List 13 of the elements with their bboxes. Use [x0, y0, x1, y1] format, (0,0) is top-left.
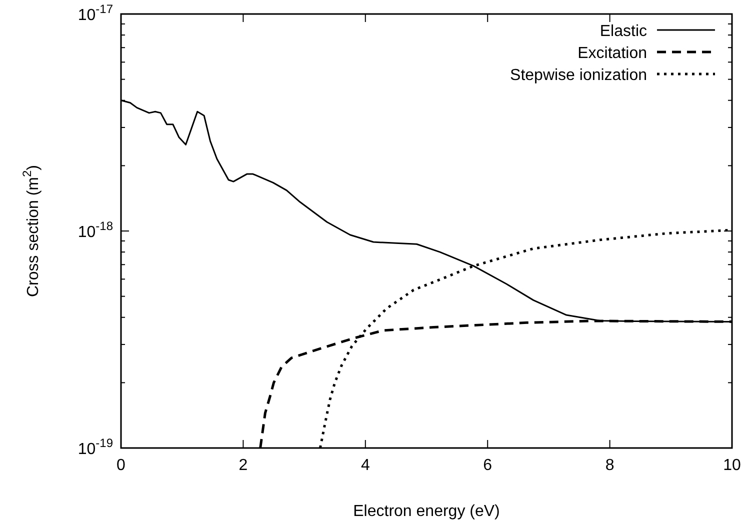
legend-label: Stepwise ionization [510, 67, 647, 84]
x-tick-label: 6 [483, 457, 492, 474]
y-tick-label: 10$^{-19}$ [78, 436, 114, 458]
x-tick-label: 8 [605, 457, 614, 474]
x-tick-label: 10 [723, 457, 741, 474]
y-tick-label: 10$^{-18}$ [78, 219, 114, 241]
legend-label: Elastic [600, 23, 647, 40]
y-tick-label: 10$^{-17}$ [78, 2, 114, 24]
x-tick-label: 0 [116, 457, 126, 474]
x-tick-label: 2 [238, 457, 248, 474]
x-axis-title: Electron energy (eV) [353, 503, 500, 520]
legend-label: Excitation [578, 45, 647, 62]
x-tick-label: 4 [360, 457, 370, 474]
